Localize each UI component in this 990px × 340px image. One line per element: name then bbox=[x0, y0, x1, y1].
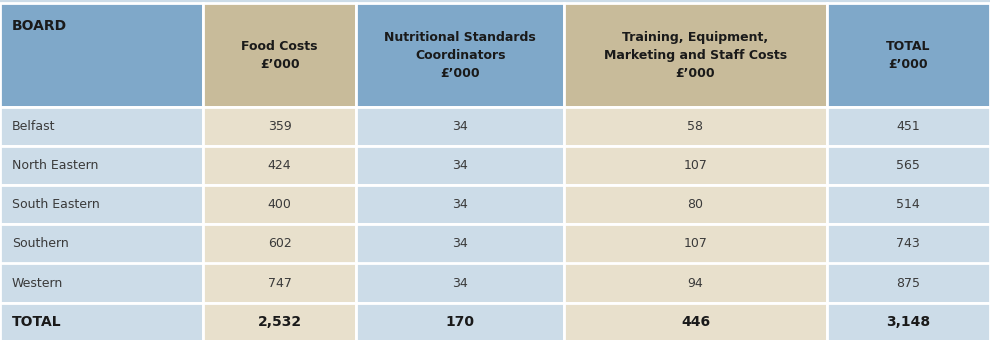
Bar bbox=[203, 303, 356, 340]
Text: 400: 400 bbox=[267, 198, 292, 211]
Bar bbox=[356, 146, 564, 185]
Text: 424: 424 bbox=[268, 159, 291, 172]
Bar bbox=[564, 264, 827, 303]
Bar bbox=[564, 107, 827, 146]
Text: 747: 747 bbox=[267, 276, 292, 290]
Bar bbox=[564, 224, 827, 264]
Bar bbox=[827, 264, 990, 303]
Bar bbox=[203, 3, 356, 107]
Bar bbox=[827, 303, 990, 340]
Text: 94: 94 bbox=[688, 276, 703, 290]
Text: Southern: Southern bbox=[12, 237, 68, 251]
Bar bbox=[564, 146, 827, 185]
Bar bbox=[203, 224, 356, 264]
Text: Nutritional Standards
Coordinators
£’000: Nutritional Standards Coordinators £’000 bbox=[384, 31, 537, 80]
Bar bbox=[203, 185, 356, 224]
Text: 565: 565 bbox=[896, 159, 921, 172]
Bar bbox=[356, 264, 564, 303]
Bar bbox=[564, 3, 827, 107]
Text: BOARD: BOARD bbox=[12, 19, 67, 33]
Text: 446: 446 bbox=[681, 315, 710, 329]
Text: 451: 451 bbox=[897, 120, 920, 133]
Bar bbox=[0, 146, 203, 185]
Text: Belfast: Belfast bbox=[12, 120, 55, 133]
Text: 170: 170 bbox=[446, 315, 475, 329]
Bar bbox=[564, 185, 827, 224]
Bar bbox=[0, 264, 203, 303]
Text: 34: 34 bbox=[452, 237, 468, 251]
Bar bbox=[827, 146, 990, 185]
Text: 34: 34 bbox=[452, 276, 468, 290]
Bar bbox=[0, 303, 203, 340]
Bar bbox=[827, 224, 990, 264]
Text: TOTAL: TOTAL bbox=[12, 315, 61, 329]
Text: 3,148: 3,148 bbox=[886, 315, 931, 329]
Text: Training, Equipment,
Marketing and Staff Costs
£’000: Training, Equipment, Marketing and Staff… bbox=[604, 31, 787, 80]
Text: 875: 875 bbox=[896, 276, 921, 290]
Text: 107: 107 bbox=[683, 237, 708, 251]
Text: 34: 34 bbox=[452, 159, 468, 172]
Text: Western: Western bbox=[12, 276, 63, 290]
Text: 359: 359 bbox=[268, 120, 291, 133]
Text: North Eastern: North Eastern bbox=[12, 159, 98, 172]
Text: 80: 80 bbox=[687, 198, 704, 211]
Bar bbox=[564, 303, 827, 340]
Bar bbox=[203, 107, 356, 146]
Bar bbox=[0, 224, 203, 264]
Text: South Eastern: South Eastern bbox=[12, 198, 100, 211]
Text: Food Costs
£’000: Food Costs £’000 bbox=[242, 40, 318, 71]
Bar bbox=[356, 224, 564, 264]
Bar bbox=[0, 185, 203, 224]
Bar bbox=[356, 3, 564, 107]
Bar bbox=[203, 146, 356, 185]
Bar bbox=[356, 185, 564, 224]
Bar bbox=[0, 3, 203, 107]
Bar bbox=[356, 303, 564, 340]
Text: 743: 743 bbox=[897, 237, 920, 251]
Bar bbox=[827, 3, 990, 107]
Bar bbox=[203, 264, 356, 303]
Text: 602: 602 bbox=[268, 237, 291, 251]
Bar bbox=[827, 185, 990, 224]
Text: 107: 107 bbox=[683, 159, 708, 172]
Bar bbox=[0, 107, 203, 146]
Text: 58: 58 bbox=[687, 120, 704, 133]
Bar bbox=[827, 107, 990, 146]
Text: 2,532: 2,532 bbox=[257, 315, 302, 329]
Text: 34: 34 bbox=[452, 198, 468, 211]
Text: TOTAL
£’000: TOTAL £’000 bbox=[886, 40, 931, 71]
Bar bbox=[356, 107, 564, 146]
Text: 514: 514 bbox=[897, 198, 920, 211]
Text: 34: 34 bbox=[452, 120, 468, 133]
